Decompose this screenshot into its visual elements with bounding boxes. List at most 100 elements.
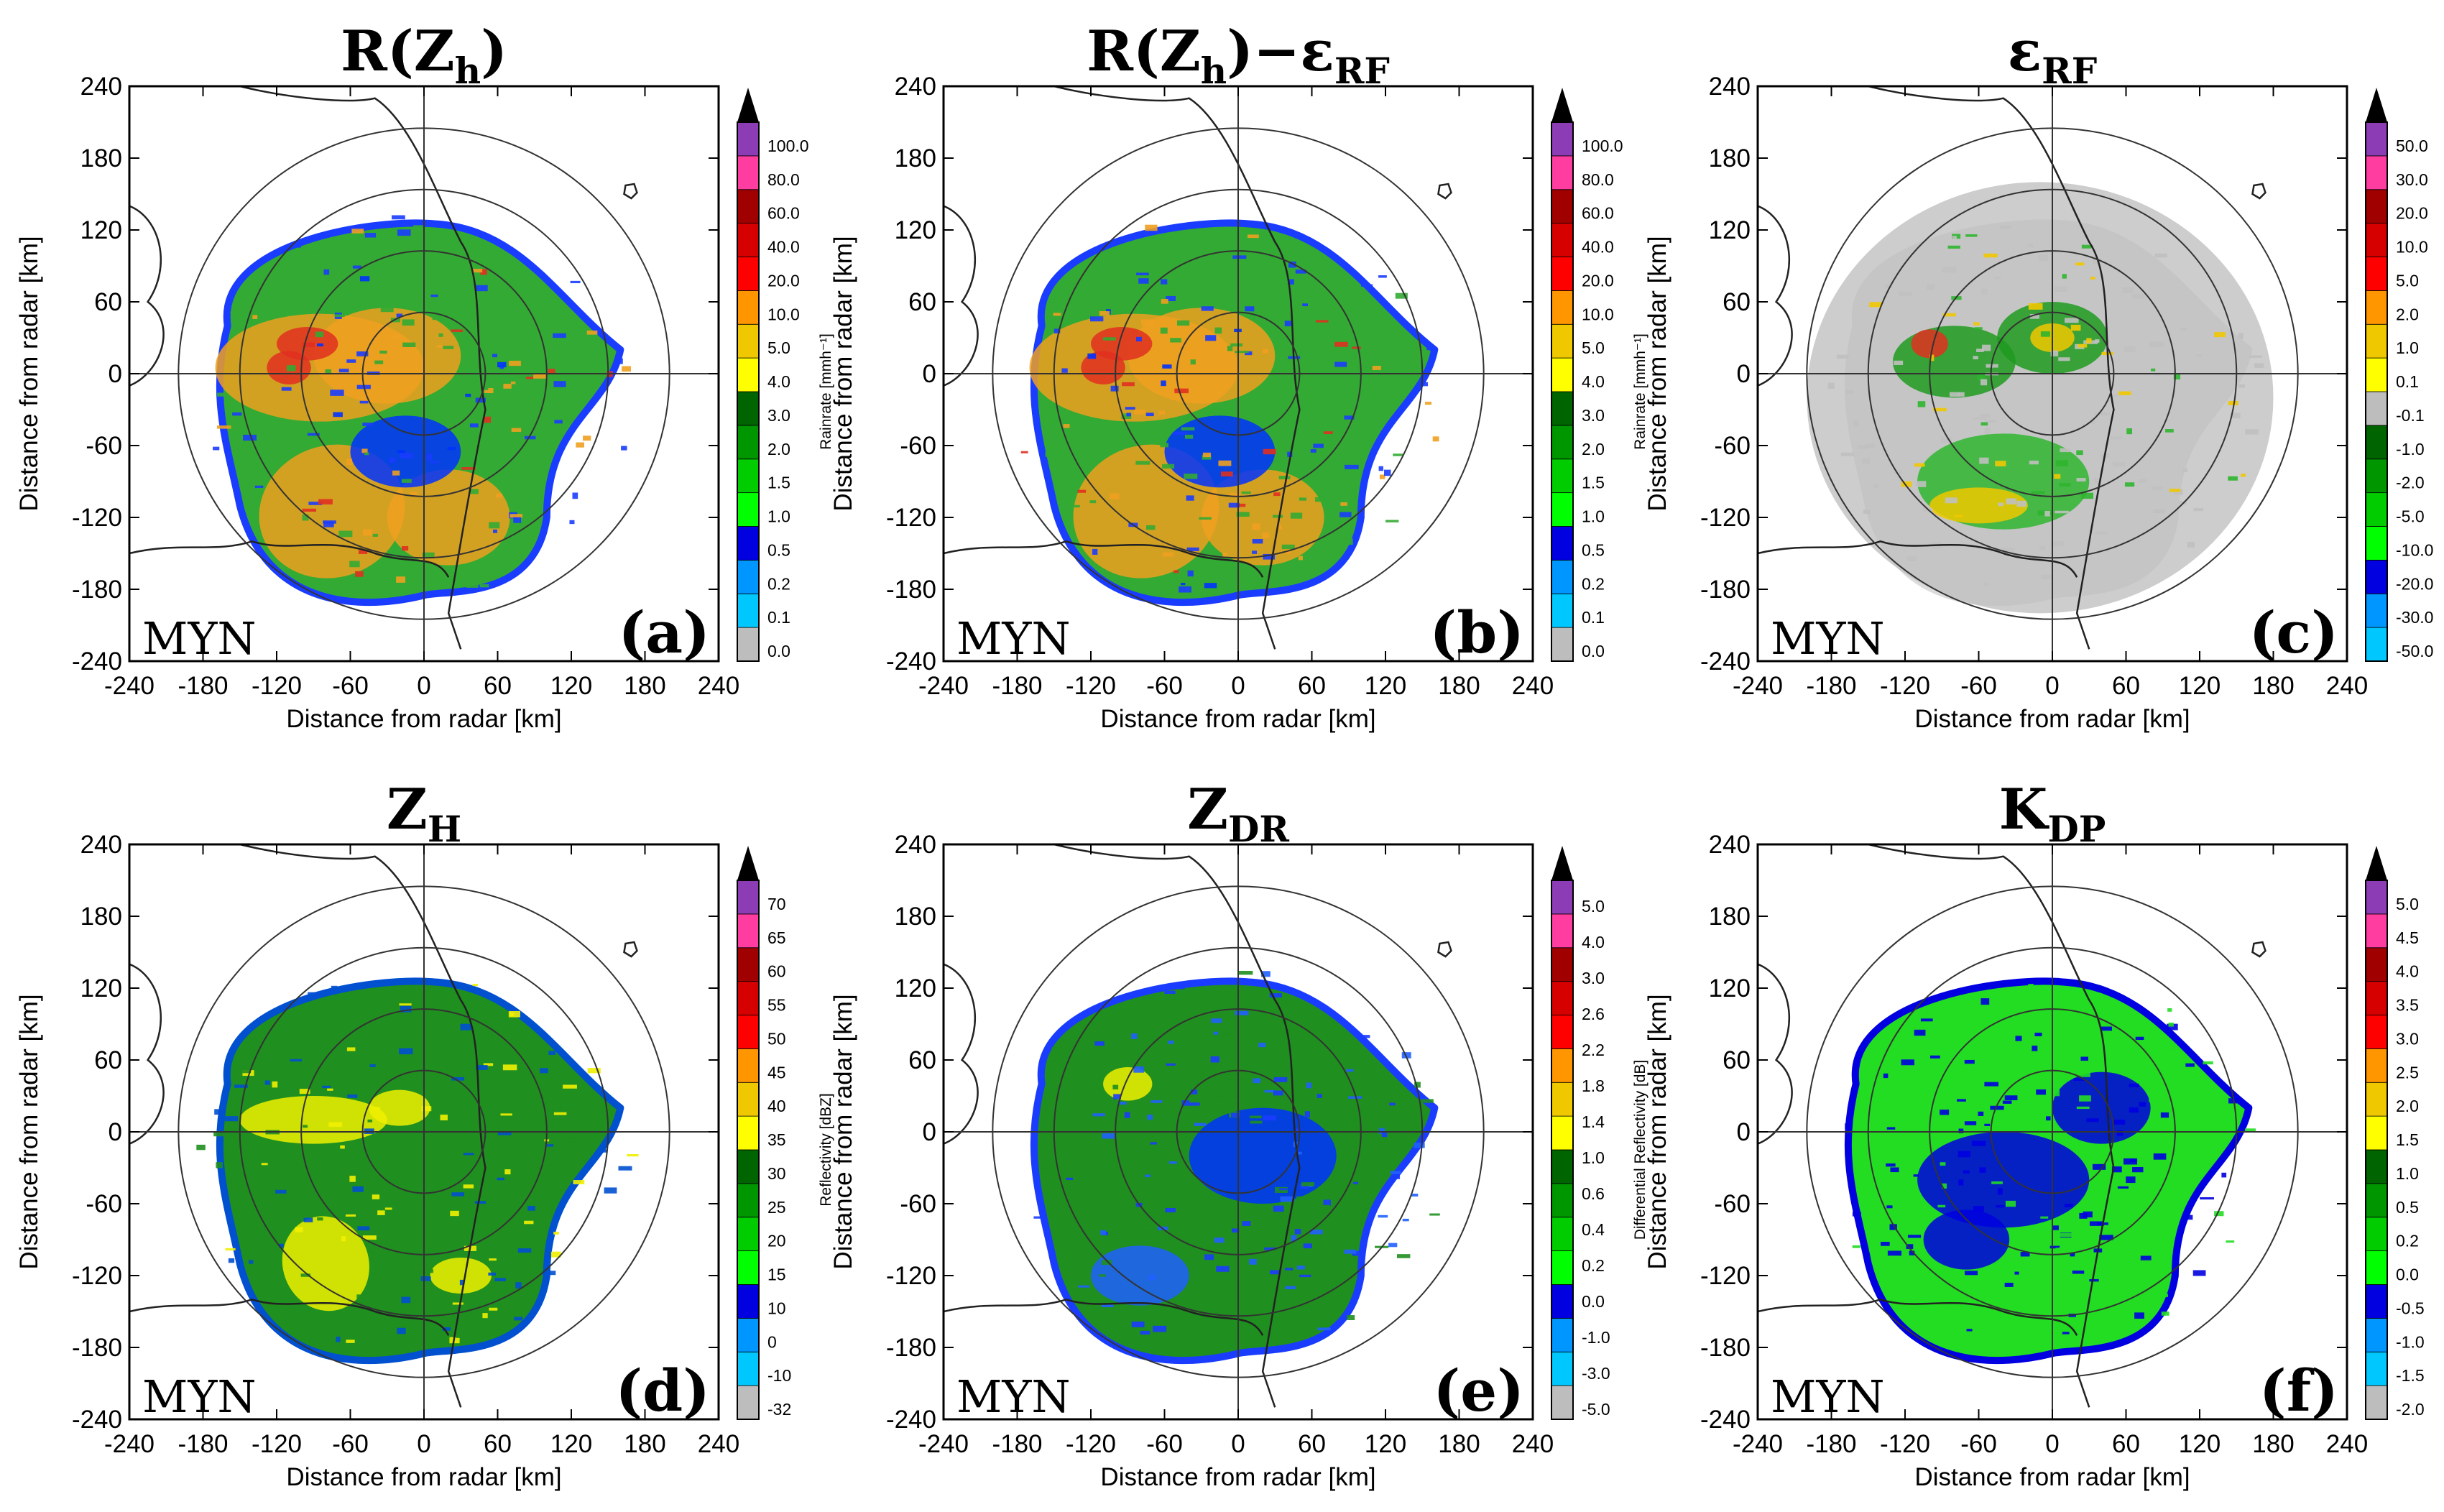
coastline [239, 844, 487, 1408]
y-tick-label: 60 [1723, 1046, 1751, 1074]
y-tick-label: -180 [72, 1334, 122, 1362]
plot-area [944, 86, 1533, 661]
colorbar-swatch [737, 1250, 760, 1285]
colorbar-tick-label: 100.0 [767, 137, 809, 155]
colorbar-tick-label: 3.0 [1582, 406, 1605, 425]
colorbar-tick-label: 0.6 [1582, 1184, 1605, 1203]
colorbar-tick-label: 4.5 [2396, 928, 2419, 947]
x-tick-label: -60 [1960, 672, 1997, 700]
colorbar-swatch [1551, 155, 1574, 190]
panel-f: KDP MYN (f) -240 -180 -120 -60 0 60 120 180 240 240 1… [1643, 777, 2425, 1491]
title-subscript: h [455, 50, 481, 92]
colorbar: -5.0 -3.0 -1.0 0.0 0.2 0.4 0.6 1.0 1.4 1.8 2.2 2.6 3… [1551, 846, 1648, 1420]
colorbar-tick-label: 0.2 [2396, 1232, 2419, 1250]
colorbar-tick-label: -50.0 [2396, 642, 2433, 660]
y-tick-label: 60 [94, 1046, 122, 1074]
precip-cell [239, 1096, 387, 1144]
title-tail: )− [1227, 19, 1300, 84]
colorbar-tick-label: 25 [767, 1198, 786, 1217]
colorbar-tick-label: -3.0 [1582, 1364, 1610, 1383]
y-tick-label: 120 [1709, 216, 1751, 244]
x-tick-label: 60 [1298, 1430, 1326, 1458]
x-tick-label: 120 [550, 1430, 592, 1458]
colorbar-title: Reflectivity [dBZ] [818, 1093, 834, 1207]
colorbar-swatch [1551, 880, 1574, 915]
x-tick-label: 60 [2112, 672, 2140, 700]
colorbar-tick-label: 3.0 [767, 406, 790, 425]
panel-label: (d) [615, 1357, 710, 1424]
colorbar-swatch [2365, 913, 2388, 949]
colorbar: 0.0 0.1 0.2 0.5 1.0 1.5 2.0 3.0 4.0 5.0 10.0 20.0 40… [1551, 88, 1648, 662]
coastline [1868, 86, 2115, 650]
colorbar-tick-label: 2.5 [2396, 1063, 2419, 1082]
colorbar-swatch [1551, 323, 1574, 359]
colorbar-tick-label: -1.0 [2396, 440, 2425, 458]
colorbar-swatch [1551, 913, 1574, 949]
colorbar-swatch [1551, 1284, 1574, 1319]
x-axis-label: Distance from radar [km] [1100, 705, 1375, 733]
island [1437, 941, 1452, 958]
x-tick-label: 0 [417, 672, 430, 700]
colorbar-tick-label: 40 [767, 1097, 786, 1115]
x-tick-label: 240 [2326, 1430, 2368, 1458]
panel-title: R(Zh) [341, 19, 507, 92]
coastline-south [944, 540, 1264, 578]
colorbar-tick-label: 35 [767, 1130, 786, 1149]
colorbar-swatch [1551, 257, 1574, 291]
colorbar-tick-label: -2.0 [2396, 474, 2425, 492]
x-tick-label: -60 [1146, 1430, 1183, 1458]
y-axis-label: Distance from radar [km] [1643, 994, 1671, 1269]
x-tick-label: -240 [1733, 672, 1783, 700]
plot-area [129, 844, 719, 1419]
colorbar-tick-label: -0.1 [2396, 406, 2425, 425]
colorbar-swatch [737, 323, 760, 359]
colorbar-swatch [2365, 1183, 2388, 1218]
colorbar-swatch [737, 1284, 760, 1319]
colorbar-swatch [737, 458, 760, 494]
colorbar-tick-label: 2.0 [767, 440, 790, 458]
colorbar-swatch [2365, 290, 2388, 325]
colorbar-tick-label: -20.0 [2396, 574, 2433, 593]
colorbar-tick-label: 0.4 [1582, 1220, 1605, 1239]
colorbar-swatch [737, 1385, 760, 1420]
precip-cell [313, 308, 461, 404]
y-tick-label: 180 [1709, 144, 1751, 172]
island [623, 941, 638, 958]
x-tick-label: 0 [1231, 672, 1245, 700]
colorbar-swatch [2365, 323, 2388, 359]
x-axis-label: Distance from radar [km] [1100, 1463, 1375, 1491]
colorbar-tick-label: -1.0 [1582, 1328, 1610, 1347]
y-tick-label: -60 [86, 432, 122, 460]
colorbar-swatch [737, 223, 760, 257]
title-subscript: h [1201, 50, 1227, 92]
colorbar-tick-label: -0.5 [2396, 1299, 2425, 1317]
precip-cell [1929, 487, 2028, 524]
colorbar-tick-label: 4.0 [1582, 933, 1605, 951]
x-tick-label: 0 [417, 1430, 430, 1458]
colorbar-tick-label: 10.0 [1582, 305, 1614, 323]
colorbar-tick-label: 1.0 [2396, 1164, 2419, 1183]
y-tick-label: -240 [886, 647, 936, 676]
colorbar-swatch [1551, 1250, 1574, 1285]
colorbar-tick-label: -32 [767, 1400, 791, 1419]
colorbar-frame [737, 880, 760, 1420]
x-tick-label: -240 [1733, 1430, 1783, 1458]
y-tick-label: 60 [94, 288, 122, 316]
island [2251, 183, 2267, 200]
colorbar-swatch [1551, 1082, 1574, 1117]
y-tick-label: -60 [900, 432, 936, 460]
colorbar-tick-label: -10.0 [2396, 540, 2433, 559]
colorbar-tick-label: 10 [767, 1299, 786, 1317]
colorbar-tick-label: 0.1 [1582, 608, 1605, 627]
colorbar-swatch [2365, 492, 2388, 527]
panel-label: (f) [2259, 1357, 2338, 1424]
colorbar-swatch [737, 391, 760, 426]
y-tick-label: 240 [80, 73, 122, 101]
colorbar-tick-label: 60.0 [767, 204, 800, 223]
colorbar-tick-label: 0 [767, 1332, 777, 1351]
precip-cell [350, 415, 461, 488]
y-tick-label: -240 [72, 1406, 122, 1434]
colorbar-swatch [737, 1115, 760, 1151]
colorbar-swatch [2365, 1217, 2388, 1252]
